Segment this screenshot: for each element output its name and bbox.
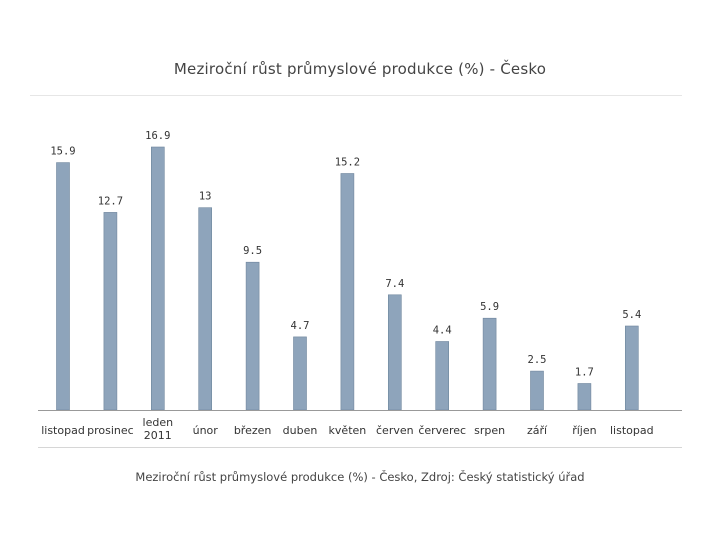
category-label: listopad (610, 424, 654, 437)
bar (198, 207, 212, 411)
category-label: únor (193, 424, 219, 437)
data-label: 13 (199, 191, 212, 203)
category-label: říjen (572, 424, 596, 437)
data-label: 16.9 (145, 130, 170, 142)
category-label: červerec (418, 424, 466, 437)
category-label: leden 2011 (143, 416, 174, 442)
bar (340, 173, 355, 411)
bar (245, 261, 260, 411)
data-label: 4.4 (433, 325, 452, 337)
bar (530, 370, 544, 411)
category-label: červen (376, 424, 414, 437)
data-label: 12.7 (98, 195, 123, 207)
data-label: 7.4 (385, 278, 404, 290)
bar (435, 341, 450, 411)
data-label: 5.9 (480, 301, 499, 313)
bar (482, 317, 497, 411)
category-label: prosinec (87, 424, 134, 437)
bar (293, 336, 307, 411)
category-label: srpen (474, 424, 505, 437)
data-label: 15.2 (335, 157, 360, 169)
category-label: září (527, 424, 548, 437)
data-label: 5.4 (622, 309, 641, 321)
chart-caption: Meziroční růst průmyslové produkce (%) -… (135, 470, 585, 484)
category-label: listopad (41, 424, 85, 437)
data-label: 15.9 (50, 146, 75, 158)
title-divider (30, 95, 682, 96)
bar (624, 325, 639, 411)
bar (577, 383, 592, 411)
category-label: duben (283, 424, 318, 437)
bar (103, 212, 118, 411)
data-label: 1.7 (575, 367, 594, 379)
bar (387, 294, 402, 411)
category-label: květen (329, 424, 367, 437)
category-label: březen (234, 424, 272, 437)
data-label: 4.7 (291, 320, 310, 332)
chart-title: Meziroční růst průmyslové produkce (%) -… (173, 60, 547, 78)
data-label: 9.5 (243, 245, 262, 257)
bar (56, 162, 70, 411)
bar (151, 146, 165, 411)
data-label: 2.5 (528, 354, 547, 366)
